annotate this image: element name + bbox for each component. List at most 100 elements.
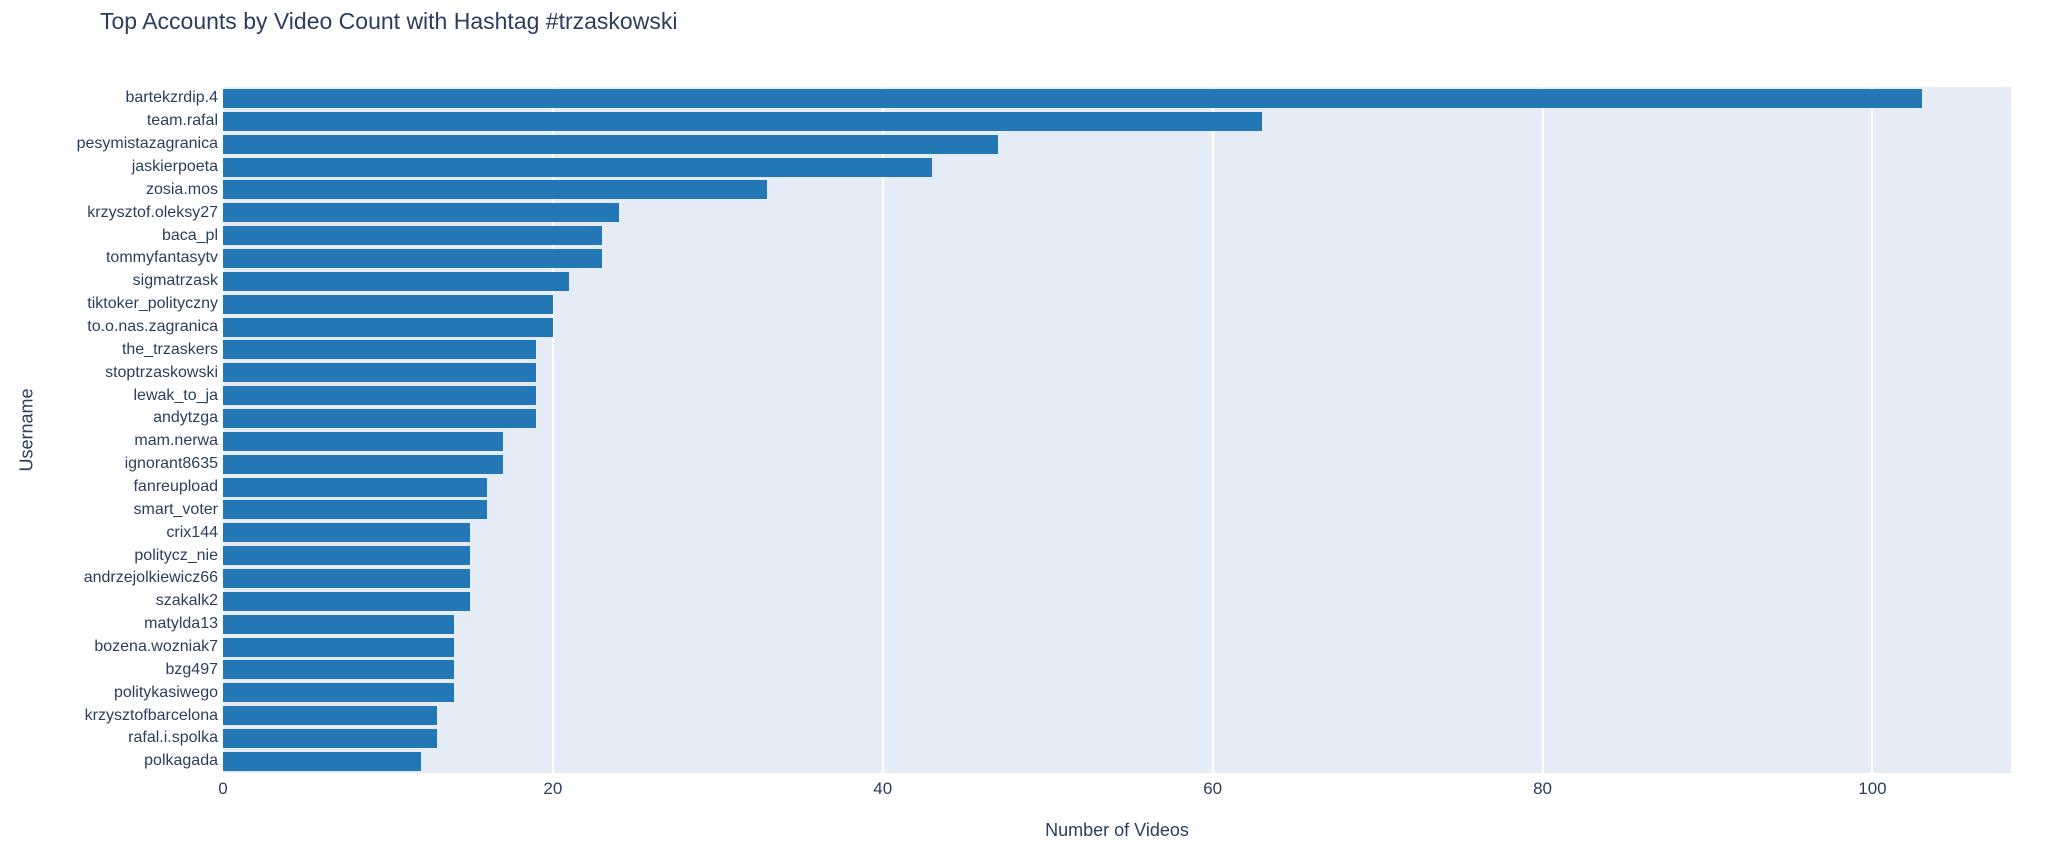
bar-ignorant8635[interactable] <box>223 454 504 474</box>
bar-baca_pl[interactable] <box>223 226 603 246</box>
y-tick-row: rafal.i.spolka <box>0 727 218 750</box>
bar-politycz_nie[interactable] <box>223 546 471 566</box>
y-tick-label: stoptrzaskowski <box>105 363 218 381</box>
y-tick-row: zosia.mos <box>0 178 218 201</box>
bar-szakalk2[interactable] <box>223 591 471 611</box>
y-tick-row: sigmatrzask <box>0 270 218 293</box>
y-tick-label: pesymistazagranica <box>76 135 218 153</box>
bar-to.o.nas.zagranica[interactable] <box>223 317 553 337</box>
y-tick-row: krzysztofbarcelona <box>0 704 218 727</box>
bar-row <box>223 361 2011 384</box>
bar-tiktoker_polityczny[interactable] <box>223 294 553 314</box>
y-tick-row: politycz_nie <box>0 544 218 567</box>
y-tick-label: lewak_to_ja <box>133 386 219 404</box>
y-tick-row: mam.nerwa <box>0 430 218 453</box>
bar-row <box>223 133 2011 156</box>
bar-andytzga[interactable] <box>223 408 537 428</box>
y-tick-label: sigmatrzask <box>132 272 218 290</box>
y-tick-label: politycz_nie <box>134 546 218 564</box>
bar-zosia.mos[interactable] <box>223 180 768 200</box>
gridline <box>551 87 554 773</box>
gridline <box>1541 87 1544 773</box>
bar-lewak_to_ja[interactable] <box>223 386 537 406</box>
bar-row <box>223 567 2011 590</box>
y-tick-row: crix144 <box>0 521 218 544</box>
bar-team.rafal[interactable] <box>223 111 1263 131</box>
bar-bartekzrdip.4[interactable] <box>223 88 1922 108</box>
y-tick-row: krzysztof.oleksy27 <box>0 201 218 224</box>
bar-row <box>223 87 2011 110</box>
bar-mam.nerwa[interactable] <box>223 431 504 451</box>
bar-row <box>223 498 2011 521</box>
bar-row <box>223 316 2011 339</box>
y-tick-label: szakalk2 <box>155 592 218 610</box>
y-tick-label: smart_voter <box>133 500 218 518</box>
bar-row <box>223 544 2011 567</box>
y-tick-row: bozena.wozniak7 <box>0 636 218 659</box>
bar-row <box>223 476 2011 499</box>
y-tick-row: ignorant8635 <box>0 453 218 476</box>
y-tick-label: bozena.wozniak7 <box>94 638 218 656</box>
y-tick-row: pesymistazagranica <box>0 133 218 156</box>
bar-row <box>223 658 2011 681</box>
bar-rafal.i.spolka[interactable] <box>223 728 438 748</box>
y-tick-label: bartekzrdip.4 <box>125 89 219 107</box>
bar-krzysztof.oleksy27[interactable] <box>223 203 619 223</box>
bar-row <box>223 156 2011 179</box>
bar-row <box>223 384 2011 407</box>
y-tick-row: to.o.nas.zagranica <box>0 316 218 339</box>
y-tick-label: mam.nerwa <box>134 432 218 450</box>
bar-tommyfantasytv[interactable] <box>223 248 603 268</box>
bar-smart_voter[interactable] <box>223 500 487 520</box>
bar-politykasiwego[interactable] <box>223 683 454 703</box>
bar-row <box>223 224 2011 247</box>
x-tick-label: 20 <box>543 779 563 798</box>
bar-matylda13[interactable] <box>223 614 454 634</box>
bar-crix144[interactable] <box>223 523 471 543</box>
bar-stoptrzaskowski[interactable] <box>223 363 537 383</box>
bar-row <box>223 727 2011 750</box>
y-tick-label: jaskierpoeta <box>131 158 218 175</box>
bar-fanreupload[interactable] <box>223 477 487 497</box>
y-tick-label: tommyfantasytv <box>105 249 218 267</box>
plot-area <box>222 87 2011 773</box>
gridline <box>222 87 224 773</box>
bar-row <box>223 704 2011 727</box>
bar-andrzejolkiewicz66[interactable] <box>223 568 471 588</box>
bar-row <box>223 453 2011 476</box>
bar-sigmatrzask[interactable] <box>223 271 570 291</box>
bar-krzysztofbarcelona[interactable] <box>223 706 438 726</box>
bar-bozena.wozniak7[interactable] <box>223 637 454 657</box>
y-tick-label: krzysztofbarcelona <box>84 706 218 724</box>
y-tick-label: matylda13 <box>144 615 218 633</box>
bar-row <box>223 613 2011 636</box>
y-tick-row: politykasiwego <box>0 681 218 704</box>
y-tick-row: the_trzaskers <box>0 338 218 361</box>
bar-pesymistazagranica[interactable] <box>223 134 999 154</box>
bar-jaskierpoeta[interactable] <box>223 157 933 177</box>
chart-title: Top Accounts by Video Count with Hashtag… <box>100 8 678 34</box>
y-tick-label: tiktoker_polityczny <box>87 295 218 313</box>
y-tick-label: baca_pl <box>161 226 218 244</box>
y-axis-tick-labels: bartekzrdip.4 team.rafal pesymistazagranic… <box>0 87 218 773</box>
x-axis-title: Number of Videos <box>1045 820 1189 840</box>
bar-row <box>223 521 2011 544</box>
y-tick-label: zosia.mos <box>145 180 218 198</box>
y-tick-row: stoptrzaskowski <box>0 361 218 384</box>
bar-bzg497[interactable] <box>223 660 454 680</box>
gridline <box>1871 87 1874 773</box>
bar-the_trzaskers[interactable] <box>223 340 537 360</box>
y-tick-row: szakalk2 <box>0 590 218 613</box>
gridlines <box>222 87 2011 773</box>
bar-polkagada[interactable] <box>223 751 421 771</box>
bar-row <box>223 110 2011 133</box>
gridline <box>881 87 884 773</box>
x-tick-label: 0 <box>218 779 228 798</box>
y-tick-label: ignorant8635 <box>124 455 218 473</box>
x-tick-label: 80 <box>1533 779 1553 798</box>
y-tick-row: andrzejolkiewicz66 <box>0 567 218 590</box>
y-tick-label: politykasiwego <box>113 683 218 701</box>
x-tick-label: 60 <box>1203 779 1223 798</box>
y-tick-label: rafal.i.spolka <box>128 729 218 747</box>
